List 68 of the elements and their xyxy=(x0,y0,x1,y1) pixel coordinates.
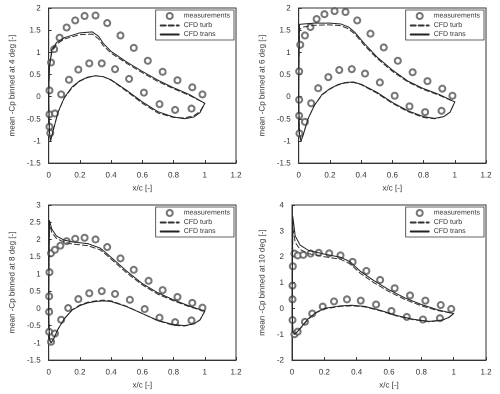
x-tick-label: 1 xyxy=(452,170,458,180)
x-tick-label: 1 xyxy=(202,368,208,377)
y-tick-label: 2 xyxy=(286,4,292,12)
y-axis-title: mean -Cp binned at 6 deg [-] xyxy=(258,34,266,136)
x-tick-label: 0.8 xyxy=(416,368,428,377)
x-tick-label: 0 xyxy=(46,368,52,377)
x-tick-label: 0.2 xyxy=(324,170,336,180)
y-tick-label: 2 xyxy=(36,234,42,244)
y-tick-label: -0.5 xyxy=(276,114,292,124)
x-tick-label: 0.2 xyxy=(74,170,86,180)
y-tick-label: -1 xyxy=(34,136,42,146)
x-tick-label: 1.2 xyxy=(480,170,492,180)
y-tick-label: 0 xyxy=(36,92,42,102)
x-axis-title: x/c [-] xyxy=(382,184,402,192)
x-tick-label: 0.4 xyxy=(106,170,118,180)
y-tick-label: 1.5 xyxy=(30,252,42,262)
x-tick-label: 0.2 xyxy=(74,368,86,377)
y-tick-label: 1.5 xyxy=(280,26,292,35)
x-tick-label: 0.6 xyxy=(136,368,148,377)
x-tick-label: 0.6 xyxy=(136,170,148,180)
y-tick-label: 3 xyxy=(36,200,42,210)
x-tick-label: 0 xyxy=(296,170,302,180)
y-tick-label: -0.5 xyxy=(26,114,42,124)
x-tick-label: 0 xyxy=(46,170,52,180)
x-axis-title: x/c [-] xyxy=(132,184,152,192)
y-tick-label: 3 xyxy=(280,226,285,236)
y-tick-label: -1 xyxy=(34,338,42,348)
x-tick-label: 0.8 xyxy=(168,170,180,180)
x-tick-label: 1.2 xyxy=(480,368,492,377)
y-axis-title: mean -Cp binned at 4 deg [-] xyxy=(8,34,16,136)
x-axis-title: x/c [-] xyxy=(379,380,399,390)
x-tick-label: 0.2 xyxy=(318,368,330,377)
y-tick-label: 2.5 xyxy=(30,218,42,227)
x-axis-title: x/c [-] xyxy=(132,380,152,390)
y-tick-label: -1 xyxy=(276,330,285,339)
y-tick-label: 1 xyxy=(36,48,42,57)
y-tick-label: -1.5 xyxy=(26,158,42,168)
y-tick-label: 1 xyxy=(36,269,42,278)
y-tick-label: 0.5 xyxy=(30,286,42,296)
x-tick-label: 1 xyxy=(202,170,208,180)
x-tick-label: 1.2 xyxy=(230,170,242,180)
y-tick-label: -0.5 xyxy=(26,321,42,330)
y-tick-label: 1 xyxy=(286,48,292,57)
y-tick-label: -1.5 xyxy=(26,356,42,365)
y-tick-label: 0 xyxy=(280,304,285,313)
y-tick-label: 2 xyxy=(280,252,285,262)
x-tick-label: 0.4 xyxy=(106,368,118,377)
x-tick-label: 0.6 xyxy=(386,170,398,180)
x-tick-label: 0.8 xyxy=(418,170,430,180)
x-tick-label: 0.4 xyxy=(356,170,368,180)
y-axis-title: mean -Cp binned at 8 deg [-] xyxy=(8,232,16,334)
y-tick-label: -2 xyxy=(276,356,285,365)
x-tick-label: 1.2 xyxy=(230,368,242,377)
y-tick-label: 1.5 xyxy=(30,26,42,35)
y-tick-label: 0 xyxy=(36,304,42,313)
y-tick-label: 1 xyxy=(280,278,285,288)
x-tick-label: 0.4 xyxy=(351,368,363,377)
x-tick-label: 1 xyxy=(451,368,456,377)
y-tick-label: 4 xyxy=(280,200,285,210)
y-tick-label: -1 xyxy=(284,136,292,146)
y-axis-title: mean -Cp binned at 10 deg [-] xyxy=(258,229,266,336)
y-tick-label: 0 xyxy=(286,92,292,102)
y-tick-label: 0.5 xyxy=(30,70,42,79)
x-tick-label: 0.6 xyxy=(383,368,396,377)
y-tick-label: -1.5 xyxy=(276,158,292,168)
y-tick-label: 2 xyxy=(36,4,42,12)
x-tick-label: 0.8 xyxy=(168,368,180,377)
y-tick-label: 0.5 xyxy=(280,70,292,79)
